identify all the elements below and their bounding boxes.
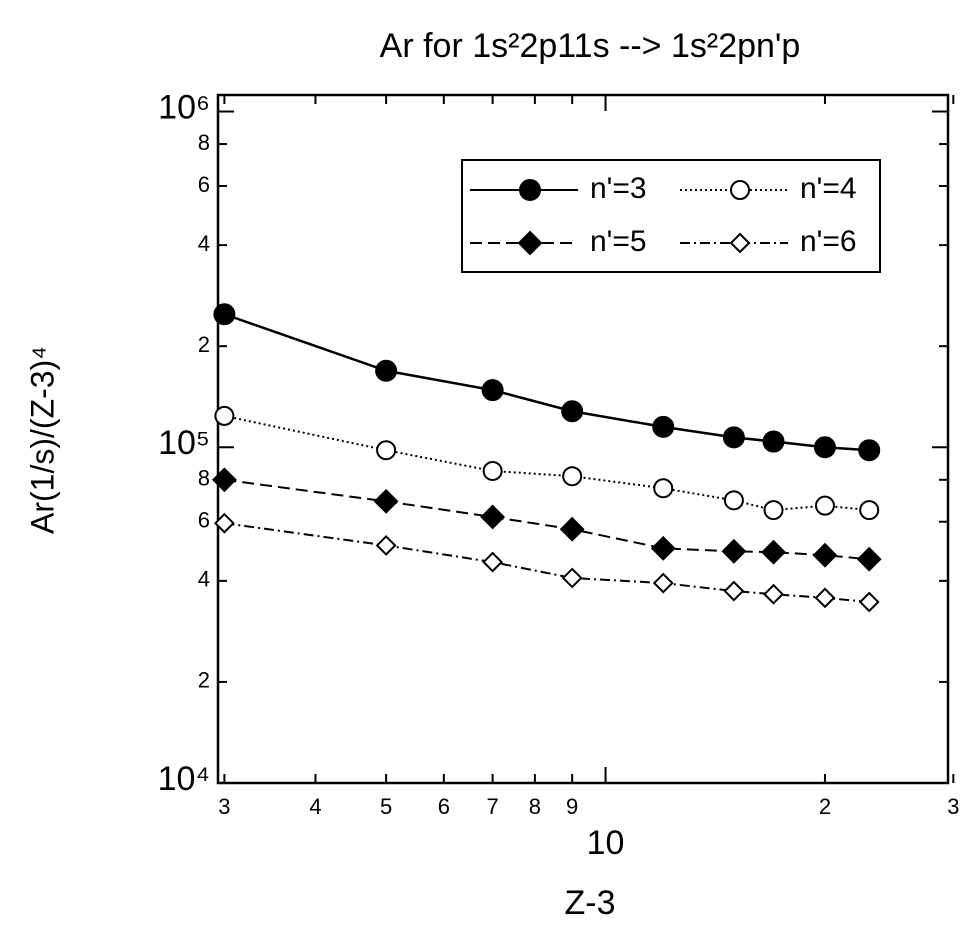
marker	[763, 583, 784, 605]
marker	[211, 467, 237, 493]
marker	[723, 490, 744, 511]
marker	[214, 405, 235, 426]
legend: n'=3 n'=4 n'=5 n'=6	[461, 159, 881, 273]
legend-label: n'=5	[590, 225, 647, 258]
x-axis-label: Z-3	[565, 884, 616, 922]
x-tick-label: 5	[380, 794, 392, 819]
y-tick-label: 6	[198, 172, 210, 197]
marker	[721, 538, 747, 564]
marker	[517, 230, 543, 256]
legend-label: n'=3	[590, 172, 647, 205]
marker	[559, 516, 585, 542]
x-tick-label: 9	[566, 794, 578, 819]
marker	[814, 495, 835, 516]
marker	[482, 551, 504, 573]
y-tick-label: 4	[198, 231, 210, 256]
y-tick-label: 2	[198, 332, 210, 357]
marker	[376, 440, 397, 461]
marker	[722, 426, 745, 449]
x-tick-label: 4	[309, 794, 321, 819]
marker	[858, 591, 880, 613]
x-tick-label: 3	[947, 794, 959, 819]
marker	[480, 504, 506, 530]
marker	[519, 179, 541, 201]
y-tick-label: 6	[198, 508, 210, 533]
marker	[858, 439, 881, 462]
marker	[814, 587, 836, 609]
marker	[375, 535, 397, 556]
marker	[375, 359, 398, 382]
x-tick-label: 3	[218, 794, 230, 819]
x-tick-label: 8	[529, 794, 541, 819]
marker	[482, 460, 503, 481]
marker	[213, 303, 236, 326]
legend-label: n'=4	[800, 172, 857, 205]
marker	[813, 436, 836, 459]
legend-label: n'=6	[800, 225, 857, 258]
chart-title: Ar for 1s²2p11s --> 1s²2pn'p	[380, 27, 801, 65]
marker	[859, 500, 880, 521]
series-line	[223, 313, 870, 452]
marker	[812, 542, 838, 568]
marker	[730, 180, 750, 200]
marker	[723, 580, 745, 602]
x-tick-label: 6	[438, 794, 450, 819]
marker	[763, 500, 784, 521]
marker	[650, 535, 676, 561]
marker	[761, 539, 786, 565]
x-tick-label: 10	[587, 824, 625, 862]
y-tick-label: 10⁴	[158, 760, 210, 798]
plot-frame	[216, 93, 950, 785]
x-tick-label: 2	[819, 794, 831, 819]
marker	[762, 430, 785, 453]
marker	[653, 478, 674, 499]
marker	[561, 400, 584, 423]
y-tick-label: 10⁵	[158, 424, 210, 462]
marker	[652, 415, 675, 438]
y-tick-label: 4	[198, 567, 210, 592]
y-tick-label: 8	[198, 466, 210, 491]
y-tick-label: 8	[198, 130, 210, 155]
marker	[561, 567, 583, 589]
y-tick-label: 10⁶	[158, 89, 210, 127]
series-line	[224, 478, 870, 561]
x-tick-label: 7	[486, 794, 498, 819]
marker	[373, 488, 399, 514]
series-line	[224, 414, 870, 512]
y-tick-label: 2	[198, 668, 210, 693]
marker	[213, 512, 235, 534]
marker	[729, 232, 751, 254]
y-axis-label: Ar(1/s)/(Z-3)⁴	[24, 346, 60, 534]
marker	[652, 572, 674, 594]
marker	[481, 379, 504, 402]
marker	[562, 466, 583, 487]
marker	[856, 546, 882, 572]
